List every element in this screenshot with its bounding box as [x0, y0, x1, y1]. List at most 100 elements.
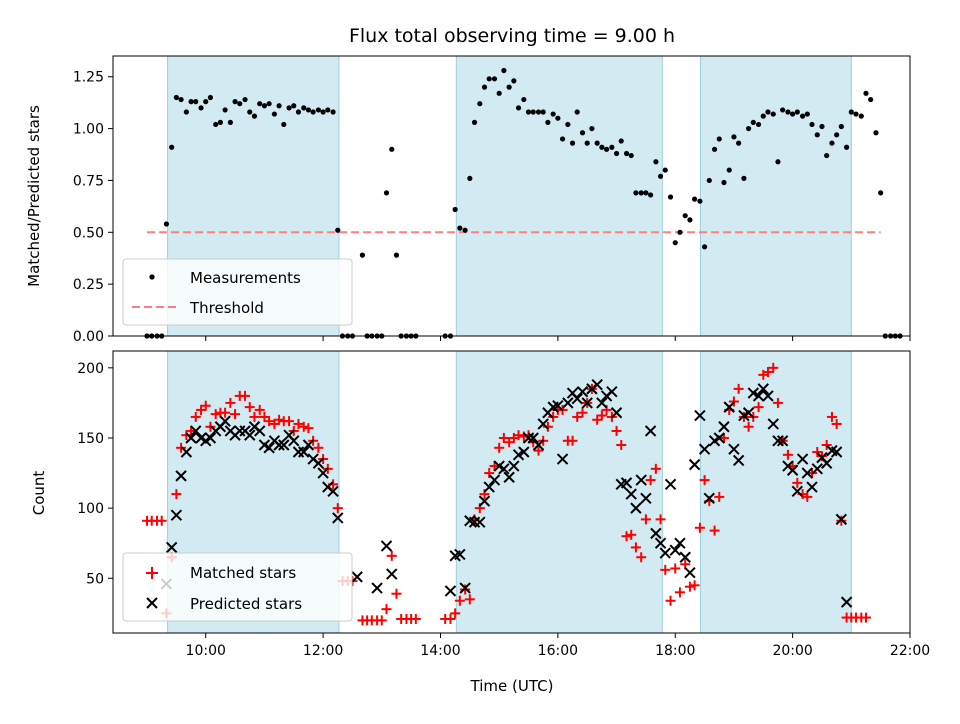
x-b	[532, 439, 545, 451]
x-b	[650, 527, 662, 540]
x-tick-label: 22:00	[890, 643, 930, 659]
measurement-point	[858, 113, 864, 119]
predicted-star-point	[503, 471, 515, 483]
x-b	[698, 443, 711, 455]
x-b	[298, 446, 310, 458]
measurement-point	[584, 140, 590, 146]
matched-star-point	[210, 409, 221, 420]
measurement-point	[569, 140, 576, 146]
measurement-point	[481, 84, 488, 90]
observing-window-band	[699, 55, 852, 337]
matched-star-point	[572, 411, 583, 422]
measurement-point	[760, 113, 766, 119]
x-b	[796, 453, 809, 465]
predicted-star-point	[474, 516, 486, 528]
predicted-star-point	[459, 582, 471, 594]
x-b	[175, 470, 187, 482]
measurement-point	[692, 196, 698, 202]
measurement-point	[286, 105, 292, 111]
predicted-legend-label: Predicted stars	[190, 595, 302, 613]
predicted-star-point	[327, 485, 339, 498]
matched-star-point	[709, 525, 720, 536]
measurement-point	[295, 109, 302, 115]
matched-star-point	[611, 425, 622, 436]
x-b	[723, 401, 735, 413]
matched-star-point	[860, 612, 871, 623]
measurement-point	[653, 159, 659, 165]
predicted-star-point	[512, 449, 525, 461]
predicted-star-point	[776, 435, 789, 447]
measurement-point	[467, 175, 473, 181]
matched-star-point	[792, 477, 803, 488]
measurement-point	[574, 109, 580, 115]
measurement-point	[613, 150, 620, 157]
predicted-star-point	[694, 409, 706, 422]
predicted-star-point	[811, 463, 823, 475]
measurement-point	[169, 144, 175, 150]
y-tick-label: 1.25	[73, 70, 104, 86]
x-b	[684, 566, 696, 579]
matched-star-point	[655, 514, 666, 525]
measurement-point	[178, 96, 184, 103]
matched-star-point	[772, 397, 783, 408]
x-b	[386, 568, 398, 580]
predicted-star-point	[713, 432, 725, 444]
x-tick-label: 20:00	[772, 643, 812, 659]
measurement-point	[682, 213, 688, 219]
threshold-legend-label: Threshold	[189, 299, 264, 317]
predicted-star-point	[278, 439, 290, 451]
predicted-star-point	[571, 392, 583, 405]
x-b	[254, 425, 266, 437]
measurement-point	[462, 227, 468, 233]
x-b	[185, 432, 197, 444]
measurement-point	[521, 96, 527, 103]
x-b	[283, 429, 295, 441]
x-b	[674, 537, 686, 549]
matched-star-point	[264, 416, 275, 427]
measurement-point	[173, 94, 179, 101]
x-b	[747, 387, 760, 399]
matched-star-point	[626, 529, 637, 540]
matched-star-point	[640, 514, 651, 525]
x-b	[302, 439, 315, 451]
predicted-star-point	[659, 547, 671, 559]
measurement-point	[251, 113, 258, 119]
matched-star-point	[645, 475, 656, 486]
bottom-plot-frame	[112, 350, 911, 634]
matched-star-point	[410, 613, 421, 624]
predicted-star-point	[752, 390, 765, 402]
x-b	[556, 453, 569, 465]
measurement-point	[310, 109, 316, 115]
predicted-star-point	[620, 477, 633, 489]
x-b	[170, 509, 183, 521]
predicted-star-point	[508, 460, 520, 472]
matched-star-point	[596, 410, 607, 421]
x-b	[830, 446, 843, 458]
matched-star-point	[494, 442, 505, 453]
measurement-point	[863, 90, 869, 96]
x-b	[566, 387, 579, 399]
observing-window-band	[699, 350, 852, 634]
x-b	[688, 458, 701, 471]
measurement-point	[291, 103, 297, 109]
predicted-star-point	[254, 425, 266, 437]
x-b	[273, 439, 285, 451]
matched-star-point	[831, 418, 842, 429]
x-tick-label: 12:00	[303, 643, 343, 659]
matched-star-point	[386, 550, 397, 561]
matched-star-point	[636, 552, 647, 563]
x-b	[562, 397, 574, 409]
x-b	[488, 474, 501, 486]
x-b	[820, 457, 833, 469]
predicted-star-point	[556, 453, 569, 465]
x-b	[454, 548, 466, 561]
measurement-point	[305, 107, 312, 113]
predicted-star-point	[576, 385, 589, 398]
x-tick-label: 16:00	[538, 643, 578, 659]
measurement-point	[609, 144, 615, 150]
matched-star-point	[498, 432, 509, 443]
matched-legend-label: Matched stars	[190, 564, 296, 582]
observing-window-band	[455, 350, 663, 634]
matched-star-point	[332, 503, 343, 514]
predicted-star-point	[165, 541, 178, 554]
